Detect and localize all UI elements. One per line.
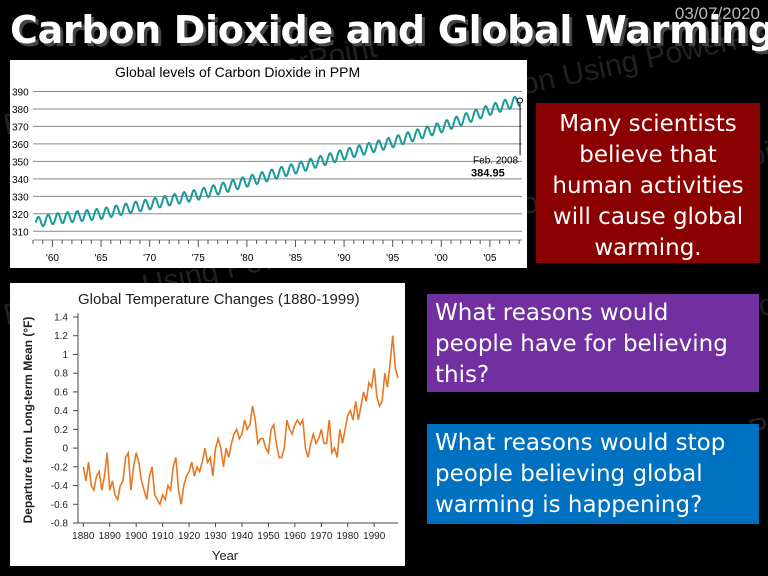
temperature-y-tick-label: 1.2: [54, 331, 68, 342]
temperature-chart-title: Global Temperature Changes (1880-1999): [78, 291, 360, 308]
co2-x-tick-label: '60: [46, 253, 59, 264]
question-box-doubting: What reasons would stop people believing…: [427, 424, 759, 524]
co2-grid: [33, 90, 522, 241]
temperature-y-tick-label: 0: [62, 444, 68, 455]
temperature-x-tick-label: 1920: [178, 531, 201, 542]
slide-title: Carbon Dioxide and Global Warming: [10, 8, 768, 52]
temperature-y-tick-label: 1: [62, 350, 68, 361]
co2-annotation-label: Feb. 2008: [473, 155, 518, 166]
temperature-y-tick-label: 0.4: [54, 406, 68, 417]
co2-y-tick-label: 390: [12, 87, 29, 98]
co2-y-tick-label: 350: [12, 157, 29, 168]
temperature-x-tick-label: 1940: [231, 531, 254, 542]
temperature-y-tick-label: 1.4: [54, 313, 68, 324]
co2-x-tick-label: '75: [192, 253, 205, 264]
co2-y-tick-label: 340: [12, 175, 29, 186]
temperature-x-ticks: 1880 1890 1900 1910 1920 1930 1940 1950 1960 1970…: [72, 523, 386, 542]
co2-chart-panel: Global levels of Carbon Dioxide in PPM 3…: [10, 60, 527, 268]
temperature-y-tick-label: -0.2: [51, 462, 69, 473]
co2-y-tick-label: 320: [12, 210, 29, 221]
temperature-chart-panel: Global Temperature Changes (1880-1999) D…: [10, 283, 405, 566]
co2-chart-title: Global levels of Carbon Dioxide in PPM: [115, 64, 360, 80]
temperature-y-ticks: -0.8 -0.6 -0.4 -0.2 0 0.2 0.4 0.6 0.8 1 1.2 1.4: [51, 313, 78, 530]
temperature-y-tick-label: -0.8: [51, 519, 69, 530]
co2-chart: Global levels of Carbon Dioxide in PPM 3…: [12, 64, 524, 264]
co2-y-tick-label: 380: [12, 105, 29, 116]
temperature-x-tick-label: 1950: [257, 531, 280, 542]
co2-x-tick-label: '05: [483, 253, 496, 264]
temperature-x-tick-label: 1970: [310, 531, 333, 542]
co2-y-tick-label: 370: [12, 122, 29, 133]
temperature-x-tick-label: 1900: [125, 531, 148, 542]
temperature-y-tick-label: 0.2: [54, 425, 68, 436]
temperature-y-tick-label: 0.6: [54, 387, 68, 398]
co2-y-tick-label: 360: [12, 140, 29, 151]
temperature-x-tick-label: 1910: [152, 531, 175, 542]
co2-x-tick-label: '00: [435, 253, 448, 264]
temperature-x-tick-label: 1880: [72, 531, 95, 542]
temperature-y-axis-label: Departure from Long-term Mean (°F): [21, 317, 35, 524]
temperature-series-line: [82, 335, 399, 507]
co2-y-tick-label: 330: [12, 192, 29, 203]
co2-x-tick-label: '90: [338, 253, 351, 264]
co2-annotation-value: 384.95: [471, 167, 505, 179]
co2-x-ticks: '60 '65 '70 '75 '80 '85 '90 '95 '00 '05: [32, 240, 520, 264]
temperature-x-tick-label: 1890: [99, 531, 122, 542]
co2-x-tick-label: '70: [143, 253, 156, 264]
co2-x-tick-label: '95: [386, 253, 399, 264]
co2-annotation-marker: [517, 97, 524, 104]
co2-y-tick-label: 310: [12, 227, 29, 238]
scientists-statement-box: Many scientists believe that human activ…: [536, 103, 760, 263]
temperature-chart: Global Temperature Changes (1880-1999) D…: [21, 291, 399, 563]
co2-y-ticks: 310 320 330 340 350 360 370 380 390: [12, 87, 29, 238]
slide-date: 03/07/2020: [674, 4, 760, 23]
question-box-believing: What reasons would people have for belie…: [427, 294, 759, 392]
temperature-y-tick-label: 0.8: [54, 369, 68, 380]
co2-x-tick-label: '80: [240, 253, 253, 264]
co2-x-tick-label: '65: [95, 253, 108, 264]
temperature-x-tick-label: 1980: [337, 531, 360, 542]
co2-x-tick-label: '85: [289, 253, 302, 264]
temperature-y-tick-label: -0.6: [51, 500, 69, 511]
co2-series-line: [34, 95, 521, 228]
temperature-x-axis-label: Year: [212, 548, 239, 563]
temperature-x-tick-label: 1960: [284, 531, 307, 542]
temperature-x-tick-label: 1990: [363, 531, 386, 542]
temperature-x-tick-label: 1930: [204, 531, 227, 542]
temperature-y-tick-label: -0.4: [51, 481, 69, 492]
